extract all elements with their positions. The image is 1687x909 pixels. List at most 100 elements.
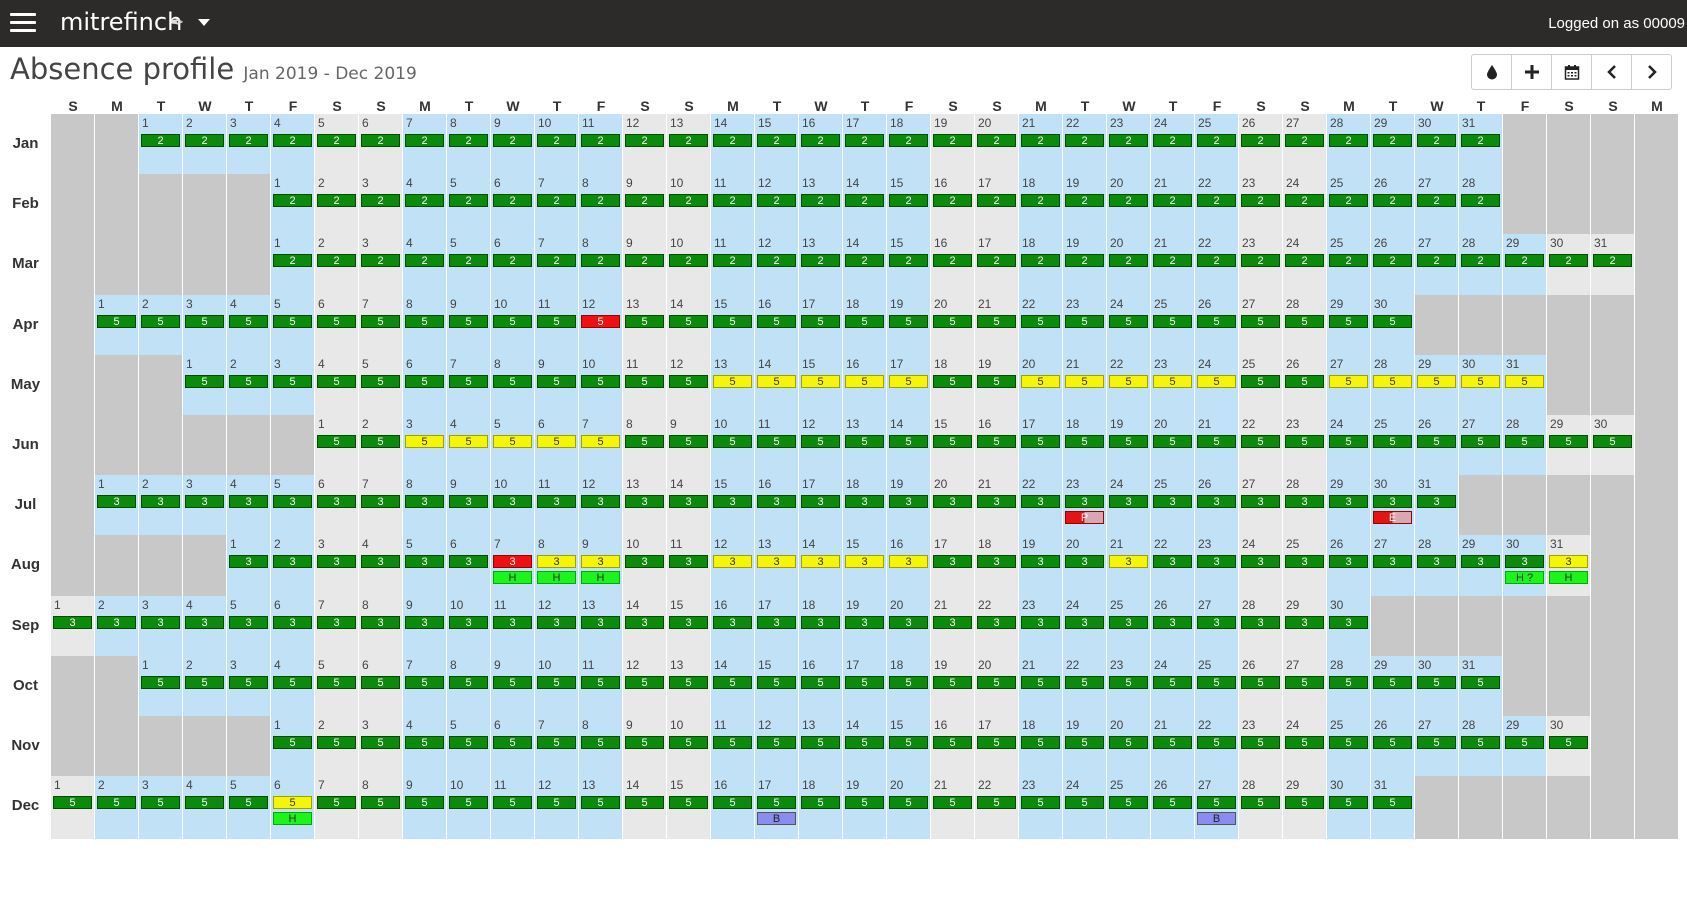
day-cell[interactable]: 14 2 — [843, 234, 886, 297]
day-cell[interactable]: 16 5 — [711, 776, 754, 839]
day-cell[interactable]: 11 2 — [711, 234, 754, 297]
day-cell[interactable]: 9 3 H — [579, 535, 622, 598]
shift-pattern-bar[interactable]: 2 — [361, 134, 400, 147]
day-cell[interactable]: 26 3 — [1151, 596, 1194, 659]
day-cell[interactable]: 30 3 — [1327, 596, 1370, 659]
shift-pattern-bar[interactable]: 3 — [185, 616, 224, 629]
shift-pattern-bar[interactable]: 3 — [449, 616, 488, 629]
day-cell[interactable]: 29 5 — [1547, 415, 1590, 478]
shift-pattern-bar[interactable]: 2 — [317, 194, 356, 207]
shift-pattern-bar[interactable]: 3 — [1461, 555, 1500, 568]
shift-pattern-bar[interactable]: 5 — [493, 315, 532, 328]
shift-pattern-bar[interactable]: 5 — [1417, 676, 1456, 689]
day-cell[interactable]: 31 2 — [1591, 234, 1634, 297]
shift-pattern-bar[interactable]: 5 — [933, 315, 972, 328]
shift-pattern-bar[interactable]: 2 — [757, 134, 796, 147]
day-cell[interactable]: 14 3 — [799, 535, 842, 598]
shift-pattern-bar[interactable]: 3 — [405, 495, 444, 508]
shift-pattern-bar[interactable]: 5 — [185, 676, 224, 689]
day-cell[interactable]: 25 5 — [1239, 355, 1282, 418]
day-cell[interactable]: 24 5 — [1327, 415, 1370, 478]
day-cell[interactable]: 22 2 — [1195, 174, 1238, 237]
shift-pattern-bar[interactable]: 3 — [713, 616, 752, 629]
shift-pattern-bar[interactable]: 2 — [1153, 134, 1192, 147]
shift-pattern-bar[interactable]: 5 — [361, 676, 400, 689]
day-cell[interactable]: 16 5 — [755, 295, 798, 358]
day-cell[interactable]: 18 2 — [1019, 174, 1062, 237]
day-cell[interactable]: 28 5 — [1239, 776, 1282, 839]
day-cell[interactable]: 24 5 — [1063, 776, 1106, 839]
shift-pattern-bar[interactable]: 5 — [581, 796, 620, 809]
shift-pattern-bar[interactable]: 3 — [361, 555, 400, 568]
shift-pattern-bar[interactable]: 3 — [1153, 555, 1192, 568]
shift-pattern-bar[interactable]: 2 — [713, 254, 752, 267]
shift-pattern-bar[interactable]: 2 — [1417, 194, 1456, 207]
day-cell[interactable]: 28 3 — [1239, 596, 1282, 659]
shift-pattern-bar[interactable]: 5 — [1197, 736, 1236, 749]
day-cell[interactable]: 23 2 — [1107, 114, 1150, 177]
shift-pattern-bar[interactable]: 5 — [493, 435, 532, 448]
hamburger-menu-icon[interactable] — [10, 13, 36, 33]
shift-pattern-bar[interactable]: 3 — [933, 616, 972, 629]
day-cell[interactable]: 26 5 — [1239, 656, 1282, 719]
shift-pattern-bar[interactable]: 5 — [493, 736, 532, 749]
day-cell[interactable]: 28 5 — [1327, 656, 1370, 719]
shift-pattern-bar[interactable]: 5 — [405, 315, 444, 328]
shift-pattern-bar[interactable]: 5 — [889, 315, 928, 328]
shift-pattern-bar[interactable]: 3 — [625, 555, 664, 568]
shift-pattern-bar[interactable]: 2 — [1153, 254, 1192, 267]
shift-pattern-bar[interactable]: 5 — [1505, 736, 1544, 749]
shift-pattern-bar[interactable]: 3 — [889, 495, 928, 508]
shift-pattern-bar[interactable]: 2 — [669, 194, 708, 207]
day-cell[interactable]: 22 5 — [1107, 355, 1150, 418]
plus-icon[interactable] — [1512, 55, 1552, 89]
day-cell[interactable]: 23 2 — [1239, 174, 1282, 237]
day-cell[interactable]: 17 3 — [931, 535, 974, 598]
day-cell[interactable]: 22 5 — [1019, 295, 1062, 358]
shift-pattern-bar[interactable]: 3 — [669, 616, 708, 629]
shift-pattern-bar[interactable]: 2 — [1329, 254, 1368, 267]
day-cell[interactable]: 27 5 — [1415, 716, 1458, 779]
day-cell[interactable]: 30 5 — [1547, 716, 1590, 779]
shift-pattern-bar[interactable]: 5 — [889, 435, 928, 448]
shift-pattern-bar[interactable]: 3 — [1241, 555, 1280, 568]
day-cell[interactable]: 25 5 — [1195, 656, 1238, 719]
shift-pattern-bar[interactable]: 5 — [889, 796, 928, 809]
shift-pattern-bar[interactable]: 5 — [581, 736, 620, 749]
shift-pattern-bar[interactable]: 5 — [185, 315, 224, 328]
day-cell[interactable]: 21 5 — [975, 295, 1018, 358]
shift-pattern-bar[interactable]: 2 — [1285, 134, 1324, 147]
day-cell[interactable]: 30 3 E — [1371, 475, 1414, 538]
shift-pattern-bar[interactable]: 5 — [669, 736, 708, 749]
shift-pattern-bar[interactable]: 5 — [1373, 676, 1412, 689]
day-cell[interactable]: 14 5 — [887, 415, 930, 478]
shift-pattern-bar[interactable]: 5 — [889, 736, 928, 749]
shift-pattern-bar[interactable]: 2 — [845, 254, 884, 267]
shift-pattern-bar[interactable]: 5 — [537, 676, 576, 689]
shift-pattern-bar[interactable]: 3 — [405, 616, 444, 629]
day-cell[interactable]: 15 5 — [799, 355, 842, 418]
day-cell[interactable]: 12 5 — [667, 355, 710, 418]
day-cell[interactable]: 24 3 — [1107, 475, 1150, 538]
day-cell[interactable]: 26 5 — [1283, 355, 1326, 418]
day-cell[interactable]: 21 5 — [1151, 716, 1194, 779]
day-cell[interactable]: 21 5 — [1195, 415, 1238, 478]
shift-pattern-bar[interactable]: 3 — [1329, 495, 1368, 508]
shift-pattern-bar[interactable]: 2 — [273, 134, 312, 147]
day-cell[interactable]: 10 2 — [535, 114, 578, 177]
shift-pattern-bar[interactable]: 5 — [625, 796, 664, 809]
shift-pattern-bar[interactable]: 5 — [669, 796, 708, 809]
shift-pattern-bar[interactable]: 3 — [1329, 555, 1368, 568]
shift-pattern-bar[interactable]: 3 — [1285, 495, 1324, 508]
shift-pattern-bar[interactable]: 3 — [1505, 555, 1544, 568]
shift-pattern-bar[interactable]: 5 — [317, 315, 356, 328]
shift-pattern-bar[interactable]: 5 — [801, 375, 840, 388]
day-cell[interactable]: 13 3 — [623, 475, 666, 538]
